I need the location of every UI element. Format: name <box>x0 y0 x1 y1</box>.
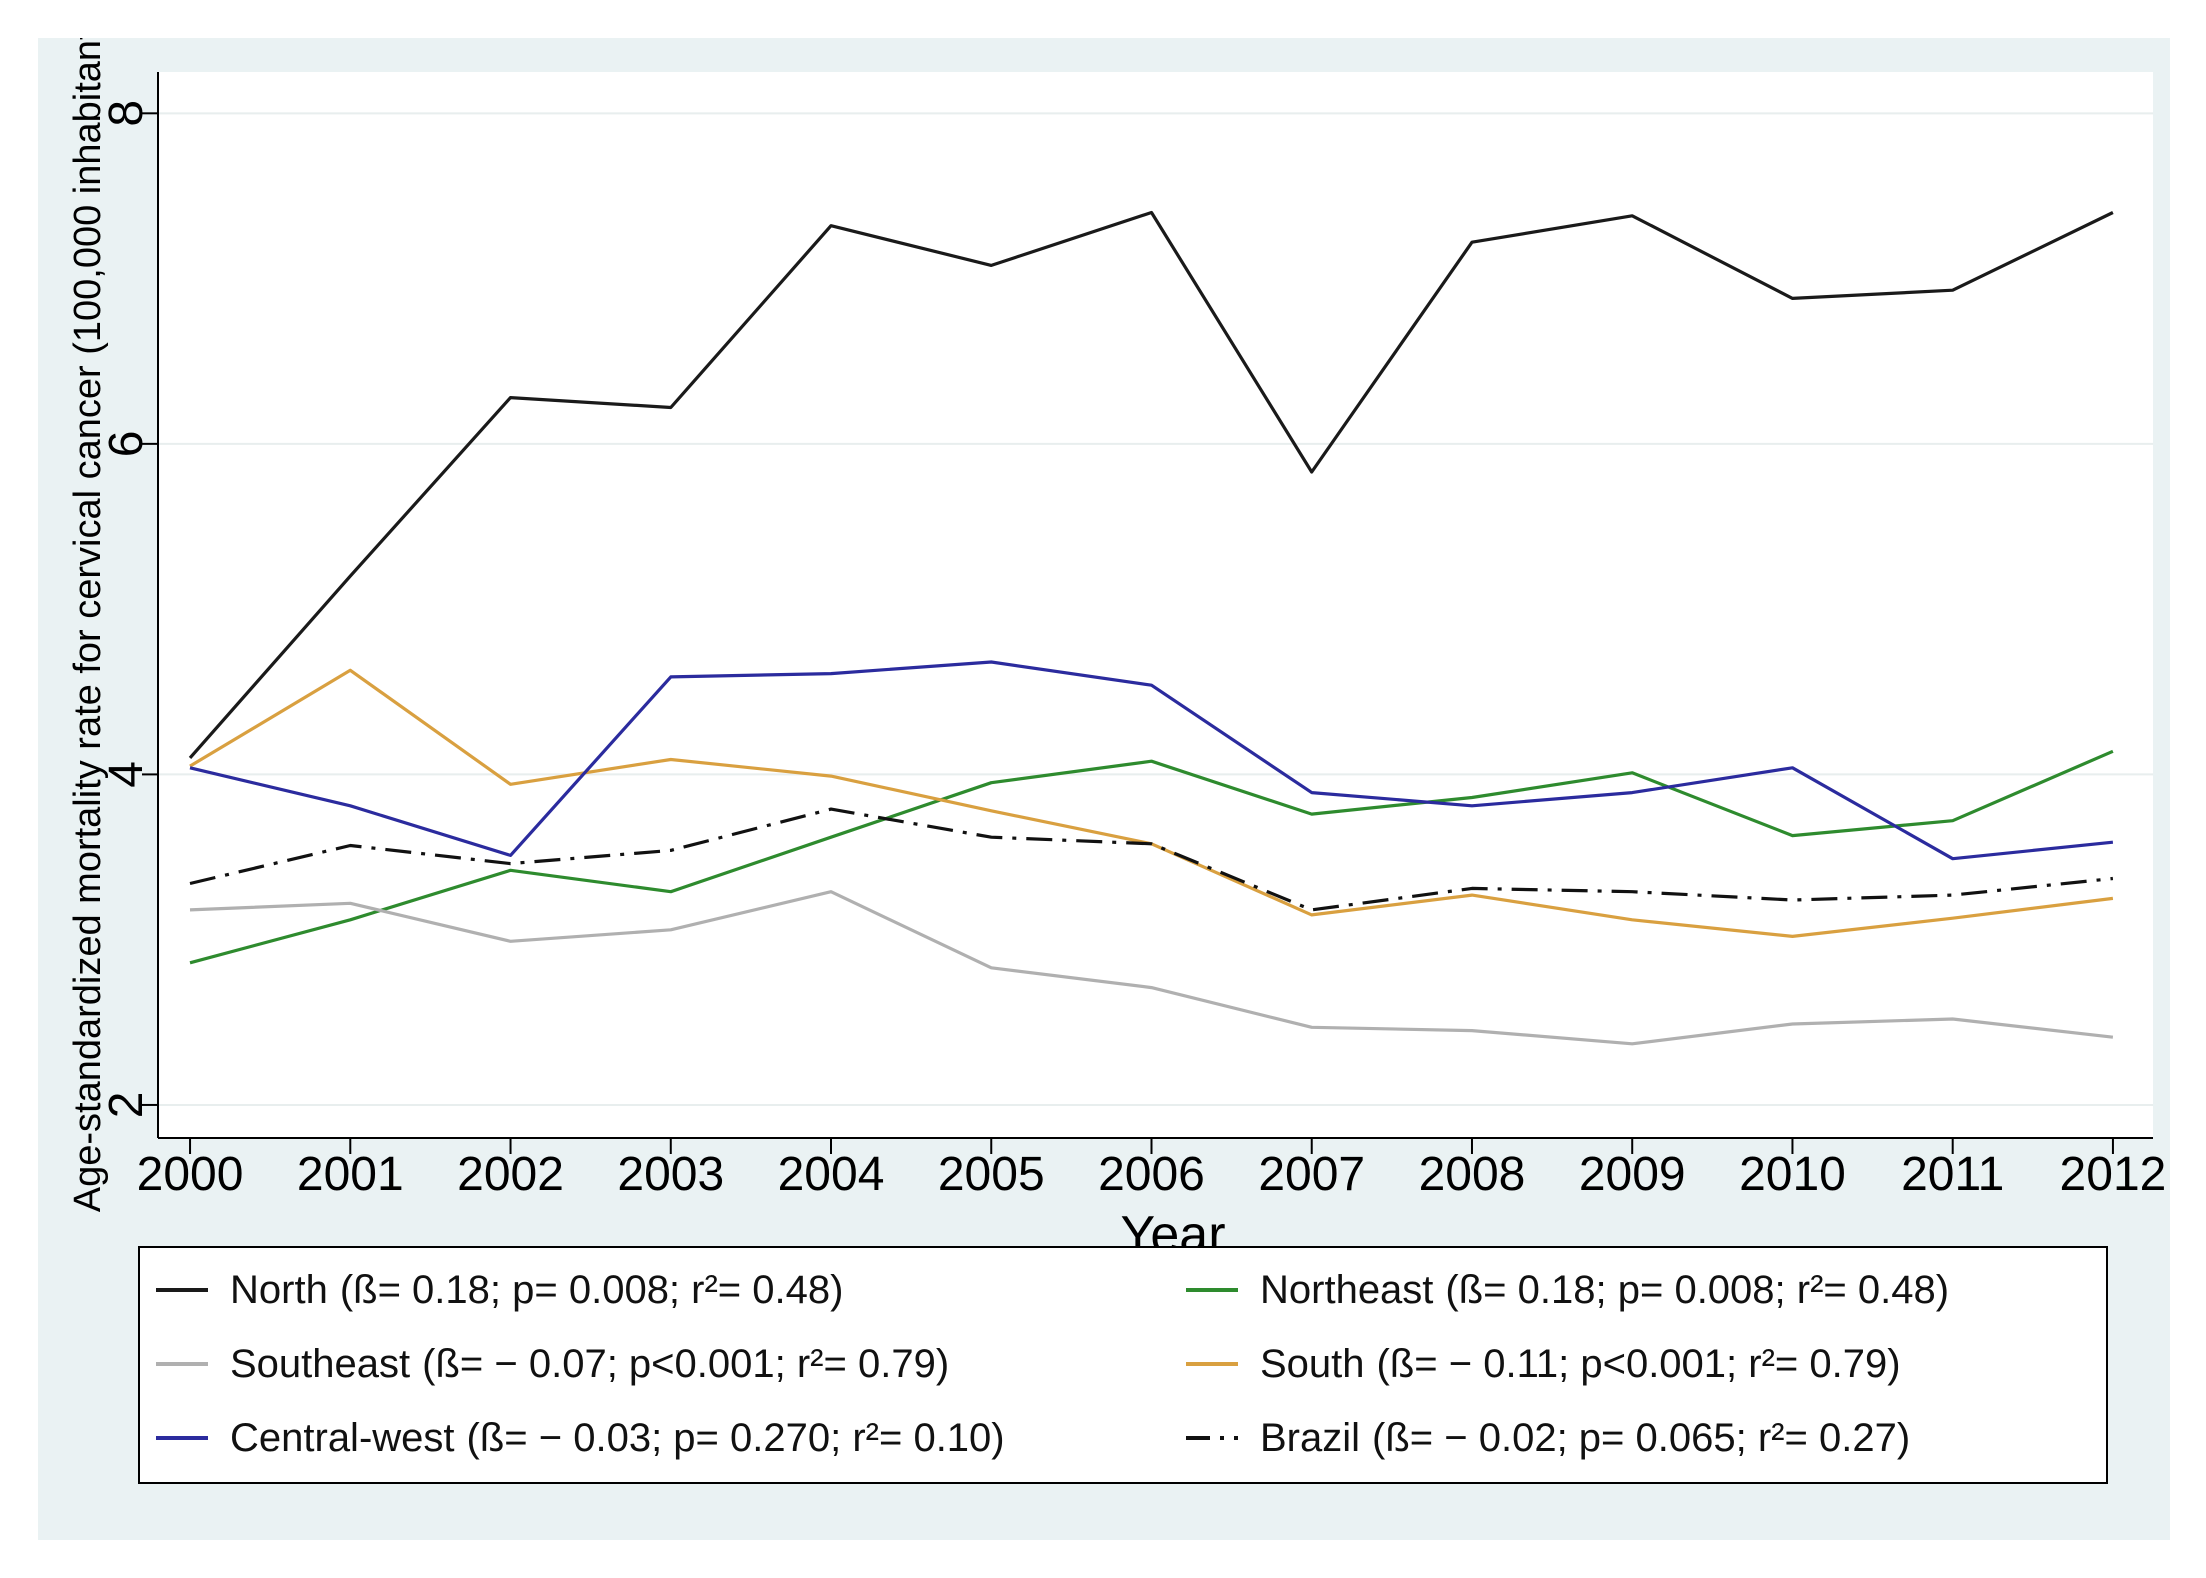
legend-series-stats: (ß= − 0.03; p= 0.270; r²= 0.10) <box>466 1415 1005 1460</box>
legend-series-stats: (ß= − 0.11; p<0.001; r²= 0.79) <box>1376 1341 1901 1386</box>
x-tick-label: 2001 <box>297 1148 404 1201</box>
y-tick-label: 6 <box>100 431 153 458</box>
x-tick-label: 2011 <box>1901 1148 2004 1201</box>
y-tick-label: 2 <box>100 1092 153 1119</box>
legend-entry-southeast: Southeast (ß= − 0.07; p<0.001; r²= 0.79) <box>156 1334 949 1394</box>
plot-area <box>158 72 2153 1138</box>
legend-series-name: Northeast <box>1260 1267 1434 1312</box>
x-tick-label: 2006 <box>1098 1148 1205 1201</box>
legend-series-name: Southeast <box>230 1341 411 1386</box>
x-tick-label: 2005 <box>938 1148 1045 1201</box>
legend-series-name: North <box>230 1267 328 1312</box>
legend-series-name: Central-west <box>230 1415 455 1460</box>
x-tick-label: 2007 <box>1258 1148 1365 1201</box>
x-tick-label: 2004 <box>778 1148 885 1201</box>
legend-swatch-northeast <box>1186 1286 1238 1294</box>
legend-series-name: South <box>1260 1341 1365 1386</box>
series-line-brazil <box>189 807 2114 912</box>
legend-entry-brazil: Brazil (ß= − 0.02; p= 0.065; r²= 0.27) <box>1186 1408 1910 1468</box>
x-tick-label: 2008 <box>1419 1148 1526 1201</box>
y-tick-label: 4 <box>100 761 153 788</box>
series-lines <box>188 210 2114 1046</box>
axes: 2 4 6 8 2000 2001 2002 2003 2004 2005 2006 2007 2008… <box>100 72 2166 1201</box>
legend-entry-central-west: Central-west (ß= − 0.03; p= 0.270; r²= 0.… <box>156 1408 1005 1468</box>
legend-entry-north: North (ß= 0.18; p= 0.008; r²= 0.48) <box>156 1260 843 1320</box>
legend-swatch-southeast <box>156 1360 208 1368</box>
x-tick-label: 2010 <box>1739 1148 1846 1201</box>
series-line-north <box>188 210 2114 759</box>
y-axis-title: Age-standardized mortality rate for cerv… <box>67 38 109 1212</box>
legend-entry-south: South (ß= − 0.11; p<0.001; r²= 0.79) <box>1186 1334 1901 1394</box>
legend-swatch-central-west <box>156 1434 208 1442</box>
legend-series-stats: (ß= 0.18; p= 0.008; r²= 0.48) <box>339 1267 844 1312</box>
series-line-southeast <box>189 890 2114 1046</box>
y-tick-label: 8 <box>100 100 153 127</box>
legend-swatch-brazil <box>1186 1434 1238 1442</box>
legend-series-stats: (ß= − 0.07; p<0.001; r²= 0.79) <box>422 1341 950 1386</box>
x-tick-label: 2002 <box>457 1148 564 1201</box>
gridlines <box>158 112 2153 1106</box>
legend-swatch-north <box>156 1286 208 1294</box>
legend: North (ß= 0.18; p= 0.008; r²= 0.48) Northe… <box>138 1246 2108 1484</box>
legend-series-name: Brazil <box>1260 1415 1361 1460</box>
x-tick-label: 2003 <box>617 1148 724 1201</box>
legend-entry-northeast: Northeast (ß= 0.18; p= 0.008; r²= 0.48) <box>1186 1260 1949 1320</box>
legend-swatch-south <box>1186 1360 1238 1368</box>
legend-series-stats: (ß= − 0.02; p= 0.065; r²= 0.27) <box>1372 1415 1911 1460</box>
x-tick-label: 2012 <box>2060 1148 2167 1201</box>
series-line-northeast <box>189 749 2114 965</box>
legend-series-stats: (ß= 0.18; p= 0.008; r²= 0.48) <box>1445 1267 1950 1312</box>
line-chart: 2 4 6 8 2000 2001 2002 2003 2004 2005 2006 2007 2008… <box>67 38 2166 1264</box>
x-tick-label: 2000 <box>137 1148 244 1201</box>
x-tick-label: 2009 <box>1579 1148 1686 1201</box>
series-line-central-west <box>189 660 2114 861</box>
